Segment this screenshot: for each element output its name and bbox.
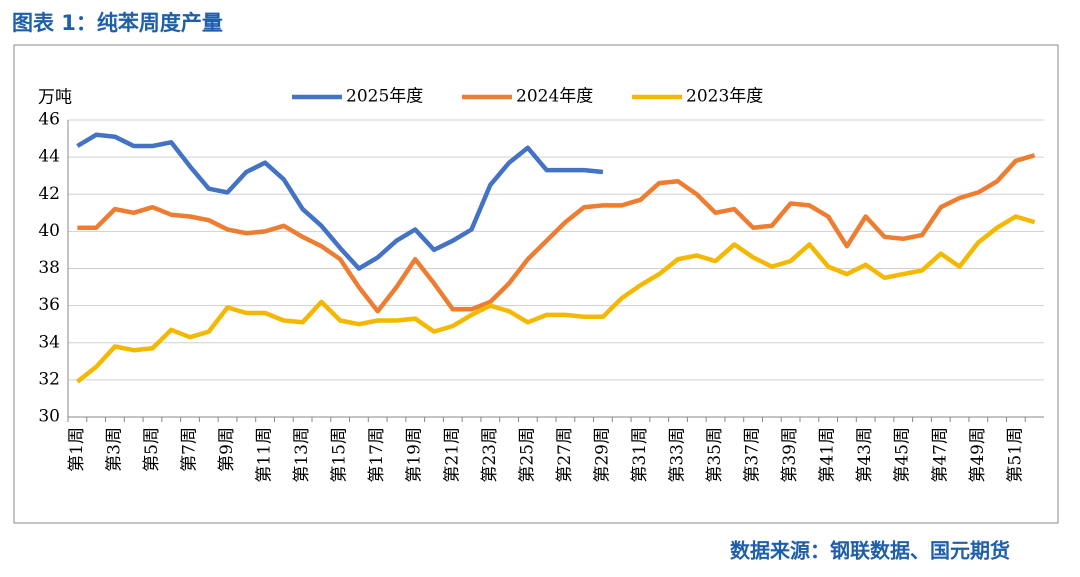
x-tick-label: 第17周	[367, 427, 387, 483]
x-tick-label: 第47周	[930, 427, 950, 483]
legend-label: 2025年度	[346, 87, 423, 107]
x-tick-label: 第21周	[442, 427, 462, 483]
y-tick-label: 38	[38, 258, 60, 278]
x-tick-label: 第1周	[67, 427, 87, 472]
x-tick-label: 第25周	[517, 427, 537, 483]
x-tick-label: 第7周	[180, 427, 200, 472]
x-tick-label: 第35周	[705, 427, 725, 483]
x-tick-label: 第3周	[104, 427, 124, 472]
x-tick-label: 第51周	[1005, 427, 1025, 483]
x-tick-label: 第29周	[592, 427, 612, 483]
legend-label: 2024年度	[516, 87, 593, 107]
x-tick-label: 第33周	[668, 427, 688, 483]
y-tick-label: 46	[38, 110, 60, 130]
x-tick-label: 第31周	[630, 427, 650, 483]
x-tick-label: 第19周	[405, 427, 425, 483]
source: 数据来源：钢联数据、国元期货	[730, 539, 1010, 563]
y-tick-label: 44	[38, 147, 60, 167]
x-tick-label: 第9周	[217, 427, 237, 472]
chart-title: 图表 1：纯苯周度产量	[12, 11, 223, 35]
x-tick-label: 第43周	[855, 427, 875, 483]
x-tick-label: 第39周	[780, 427, 800, 483]
series-line	[76, 214, 1036, 384]
x-tick-label: 第11周	[255, 427, 275, 483]
chart-frame	[13, 44, 1059, 524]
x-tick-label: 第37周	[743, 427, 763, 483]
y-tick-label: 34	[38, 332, 60, 352]
y-tick-label: 30	[38, 407, 60, 427]
x-tick-label: 第15周	[330, 427, 350, 483]
series-line	[77, 153, 1036, 314]
x-tick-label: 第27周	[555, 427, 575, 483]
x-tick-label: 第23周	[480, 427, 500, 483]
y-axis-label: 万吨	[38, 88, 72, 108]
series-line	[76, 132, 604, 271]
legend-label: 2023年度	[686, 87, 763, 107]
x-tick-label: 第13周	[292, 427, 312, 483]
y-tick-label: 36	[38, 295, 60, 315]
y-tick-label: 32	[38, 369, 60, 389]
x-tick-label: 第41周	[818, 427, 838, 483]
x-tick-label: 第49周	[968, 427, 988, 483]
x-tick-label: 第5周	[142, 427, 162, 472]
y-tick-label: 42	[38, 184, 60, 204]
y-tick-label: 40	[38, 221, 60, 241]
x-tick-label: 第45周	[893, 427, 913, 483]
